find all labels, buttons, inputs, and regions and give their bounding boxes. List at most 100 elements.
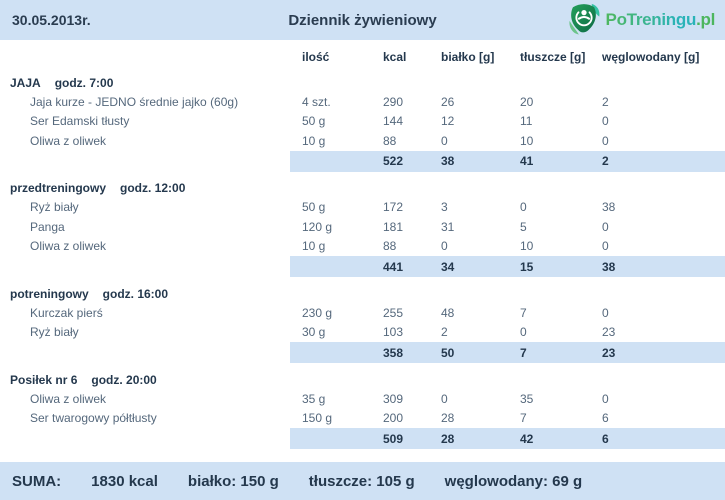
food-protein-cell: 28: [441, 411, 455, 426]
food-protein-cell: 0: [441, 391, 448, 406]
food-carbs-cell: 6: [602, 411, 609, 426]
subtotal-fat-cell: 42: [520, 428, 602, 449]
subtotal-protein-cell: 50: [441, 342, 520, 363]
food-fat-cell: 0: [520, 325, 527, 340]
food-carbs-cell: 0: [602, 239, 609, 254]
food-carbs-cell: 2: [602, 94, 609, 109]
column-header-tluszcze: tłuszcze [g]: [520, 50, 586, 64]
summary-carbs: węglowodany: 69 g: [444, 472, 583, 490]
food-kcal-cell: 290: [383, 94, 404, 109]
potreningu-logo[interactable]: PoTreningu.pl: [567, 3, 717, 37]
food-name-cell: Oliwa z oliwek: [30, 239, 107, 254]
meal-header-row: potreningowy godz. 16:00: [0, 284, 725, 303]
food-carbs-cell: 0: [602, 114, 609, 129]
food-carbs-cell: 38: [602, 200, 616, 215]
subtotal-fat-cell: 15: [520, 256, 602, 277]
food-name-cell: Ryż biały: [30, 200, 79, 215]
food-row: Oliwa z oliwek 35 g 309 0 35 0: [0, 389, 725, 409]
subtotal-carbs-cell: 23: [602, 342, 725, 363]
subtotal-amount-cell: [290, 428, 383, 449]
food-row: Ryż biały 50 g 172 3 0 38: [0, 198, 725, 218]
logo-text: PoTreningu.pl: [605, 10, 716, 30]
food-fat-cell: 0: [520, 200, 527, 215]
food-carbs-cell: 0: [602, 133, 609, 148]
food-fat-cell: 7: [520, 411, 527, 426]
food-kcal-cell: 181: [383, 219, 404, 234]
food-protein-cell: 26: [441, 94, 455, 109]
meal-section: przedtreningowy godz. 12:00 Ryż biały 50 g 1…: [0, 179, 725, 277]
meal-name: przedtreningowy: [10, 181, 107, 195]
meal-header-row: Posiłek nr 6 godz. 20:00: [0, 370, 725, 389]
meal-header-row: przedtreningowy godz. 12:00: [0, 179, 725, 198]
subtotal-amount-cell: [290, 150, 383, 172]
food-kcal-cell: 200: [383, 411, 404, 426]
food-fat-cell: 20: [520, 94, 534, 109]
food-name-cell: Ser twarogowy półtłusty: [30, 411, 157, 426]
subtotal-kcal-cell: 522: [383, 150, 441, 172]
food-fat-cell: 7: [520, 305, 527, 320]
food-kcal-cell: 144: [383, 114, 404, 129]
food-kcal-cell: 255: [383, 305, 404, 320]
meal-name-cell: potreningowy godz. 16:00: [0, 287, 290, 301]
subtotal-protein-cell: 28: [441, 428, 520, 449]
food-carbs-cell: 0: [602, 391, 609, 406]
food-name-cell: Oliwa z oliwek: [30, 133, 107, 148]
food-protein-cell: 0: [441, 133, 448, 148]
column-header-ilosc: ilość: [302, 50, 330, 64]
food-kcal-cell: 88: [383, 239, 397, 254]
subtotal-amount-cell: [290, 342, 383, 363]
meal-name: JAJA: [10, 75, 41, 90]
food-amount-cell: 50 g: [302, 200, 326, 215]
subtotal-kcal-cell: 441: [383, 256, 441, 277]
subtotal-kcal-cell: 358: [383, 342, 441, 363]
food-amount-cell: 10 g: [302, 239, 326, 254]
food-amount-cell: 230 g: [302, 305, 333, 320]
logo-name: PoTreningu: [605, 10, 697, 29]
meal-subtotal-row: 441 34 15 38: [0, 256, 725, 277]
food-row: Ryż biały 30 g 103 2 0 23: [0, 323, 725, 343]
meal-time: godz. 16:00: [102, 286, 169, 301]
food-fat-cell: 10: [520, 239, 534, 254]
meal-name-cell: przedtreningowy godz. 12:00: [0, 181, 290, 195]
food-name-cell: Oliwa z oliwek: [30, 391, 107, 406]
summary-fat: tłuszcze: 105 g: [308, 472, 415, 490]
food-carbs-cell: 0: [602, 219, 609, 234]
subtotal-carbs-cell: 2: [602, 150, 725, 172]
food-kcal-cell: 172: [383, 200, 404, 215]
meal-subtotal-row: 358 50 7 23: [0, 342, 725, 363]
meal-section: potreningowy godz. 16:00 Kurczak pierś 230 …: [0, 284, 725, 363]
subtotal-fat-cell: 41: [520, 150, 602, 172]
food-amount-cell: 30 g: [302, 325, 326, 340]
subtotal-carbs-cell: 6: [602, 428, 725, 449]
food-name-cell: Ser Edamski tłusty: [30, 114, 130, 129]
diary-table: ilość kcal białko [g] tłuszcze [g] węglo…: [0, 40, 725, 462]
summary-protein: białko: 150 g: [187, 472, 279, 490]
food-row: Kurczak pierś 230 g 255 48 7 0: [0, 303, 725, 323]
food-amount-cell: 120 g: [302, 219, 333, 234]
food-fat-cell: 5: [520, 219, 527, 234]
meal-section: JAJA godz. 7:00 Jaja kurze - JEDNO średnie…: [0, 73, 725, 172]
meal-name: Posiłek nr 6: [10, 372, 78, 387]
column-header-weglowodany: węglowodany [g]: [602, 50, 700, 64]
subtotal-protein-cell: 38: [441, 150, 520, 172]
food-amount-cell: 35 g: [302, 391, 326, 406]
food-kcal-cell: 309: [383, 391, 404, 406]
subtotal-amount-cell: [290, 256, 383, 277]
food-row: Ser Edamski tłusty 50 g 144 12 11 0: [0, 112, 725, 132]
summary-kcal: 1830 kcal: [91, 472, 158, 490]
food-fat-cell: 10: [520, 133, 534, 148]
meal-name-cell: JAJA godz. 7:00: [0, 76, 290, 90]
subtotal-kcal-cell: 509: [383, 428, 441, 449]
food-protein-cell: 31: [441, 219, 455, 234]
summary-bar: SUMA: 1830 kcal białko: 150 g tłuszcze: …: [0, 462, 725, 500]
subtotal-carbs-cell: 38: [602, 256, 725, 277]
subtotal-protein-cell: 34: [441, 256, 520, 277]
food-name-cell: Ryż biały: [30, 325, 79, 340]
food-kcal-cell: 88: [383, 133, 397, 148]
meal-header-row: JAJA godz. 7:00: [0, 73, 725, 92]
column-header-kcal: kcal: [383, 50, 407, 64]
meal-name: potreningowy: [10, 286, 89, 301]
food-row: Oliwa z oliwek 10 g 88 0 10 0: [0, 131, 725, 151]
food-kcal-cell: 103: [383, 325, 404, 340]
